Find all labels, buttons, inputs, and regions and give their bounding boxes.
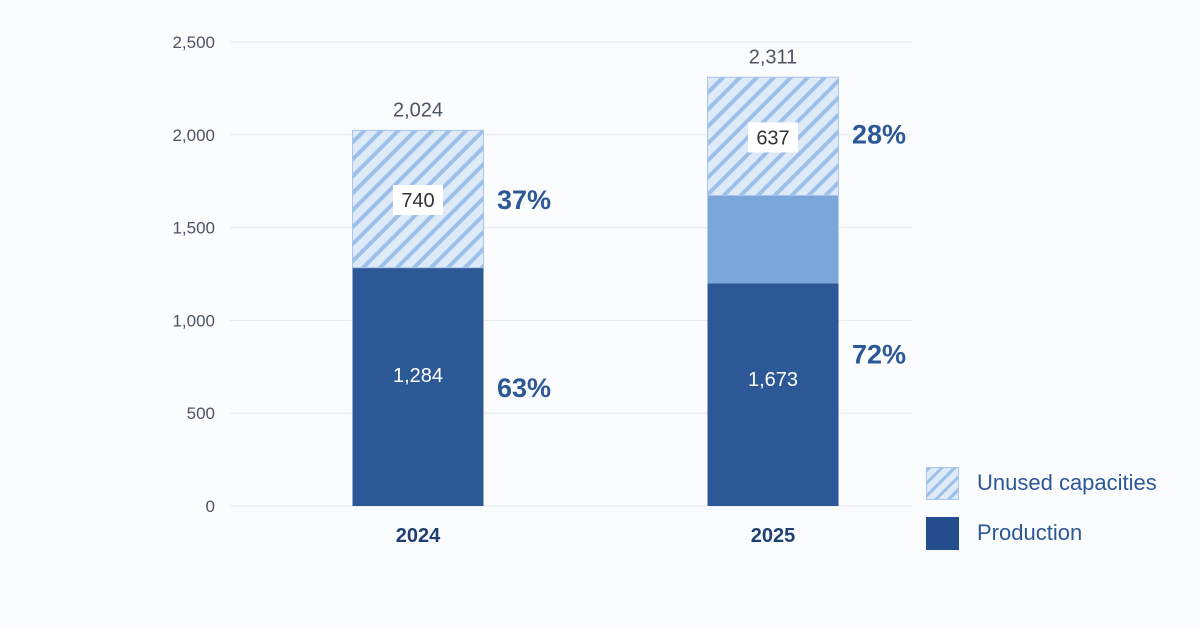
total-label-2024: 2,024 — [393, 99, 443, 121]
legend: Unused capacities Production — [926, 458, 1157, 558]
bar-production-2024 — [352, 267, 484, 506]
production-percent-label-2024: 63% — [497, 373, 551, 403]
y-tick-label-0: 0 — [206, 497, 215, 516]
y-tick-label-2000: 2,000 — [172, 126, 215, 145]
legend-swatch-production — [926, 516, 959, 550]
production-percent-label-2025: 72% — [852, 340, 906, 370]
production-value-label-2024: 1,284 — [393, 365, 443, 387]
total-label-2025: 2,311 — [749, 46, 798, 68]
legend-item-unused: Unused capacities — [926, 458, 1157, 508]
bar-production-2025 — [707, 283, 839, 506]
unused-value-label-2025: 637 — [756, 127, 789, 149]
y-tick-label-1500: 1,500 — [172, 219, 215, 238]
production-value-label-2025: 1,673 — [748, 369, 798, 391]
unused-value-label-2024: 740 — [401, 190, 434, 212]
legend-item-production: Production — [926, 508, 1157, 558]
y-tick-label-500: 500 — [187, 404, 215, 423]
unused-value-label-box-2024 — [393, 185, 443, 216]
unused-percent-label-2024: 37% — [497, 185, 551, 215]
legend-swatch-unused — [926, 466, 959, 500]
legend-label-unused: Unused capacities — [977, 470, 1157, 495]
x-category-label-2024: 2024 — [396, 525, 441, 547]
x-category-label-2025: 2025 — [751, 525, 796, 547]
bar-production-upper-2025 — [707, 195, 839, 284]
y-tick-label-2500: 2,500 — [172, 33, 215, 52]
unused-percent-label-2025: 28% — [852, 119, 906, 149]
y-tick-label-1000: 1,000 — [172, 311, 215, 330]
legend-label-production: Production — [977, 520, 1083, 545]
unused-value-label-box-2025 — [748, 122, 798, 153]
